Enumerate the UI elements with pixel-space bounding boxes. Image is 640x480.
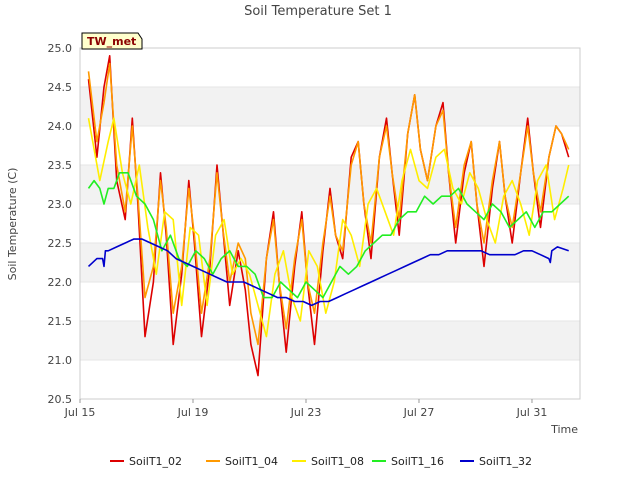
x-tick-label: Jul 31 [516,406,548,419]
plot-frame [79,47,581,400]
y-axis-label: Soil Temperature (C) [6,168,19,281]
series-line-soilt1_02 [87,54,570,377]
station-tag: TW_met [81,32,143,50]
series-line-soilt1_04 [87,62,570,346]
grid-band [80,87,580,126]
legend-label: SoilT1_32 [479,455,532,468]
x-tick-label: Jul 15 [64,406,96,419]
legend-item-soilt1_32: SoilT1_32 [460,455,532,468]
legend-item-soilt1_02: SoilT1_02 [110,455,182,468]
legend-label: SoilT1_04 [225,455,278,468]
y-tick-label: 20.5 [48,393,73,406]
legend: SoilT1_02 SoilT1_04 SoilT1_08 SoilT1_16 Soil… [110,455,532,468]
x-tick-label: Jul 19 [177,406,209,419]
y-tick-label: 23.5 [48,159,73,172]
y-tick-label: 22.5 [48,237,73,250]
legend-item-soilt1_08: SoilT1_08 [292,455,364,468]
grid-bands [80,87,580,360]
x-axis-label: Time [550,423,578,436]
y-tick-label: 24.5 [48,81,73,94]
series-line-soilt1_16 [87,172,570,299]
x-tick-labels: Jul 15 Jul 19 Jul 23 Jul 27 Jul 31 [64,399,548,419]
legend-item-soilt1_16: SoilT1_16 [372,455,444,468]
y-tick-label: 25.0 [48,42,73,55]
y-tick-labels: 20.5 21.0 21.5 22.0 22.5 23.0 23.5 24.0 24.5 25.0 [48,42,73,406]
y-tick-label: 21.0 [48,354,73,367]
grid-band [80,321,580,360]
y-tick-label: 24.0 [48,120,73,133]
legend-label: SoilT1_02 [129,455,182,468]
legend-label: SoilT1_16 [391,455,444,468]
station-tag-box [81,32,143,50]
station-tag-label: TW_met [87,35,136,48]
legend-item-soilt1_04: SoilT1_04 [206,455,278,468]
x-tick-label: Jul 27 [403,406,435,419]
chart-title: Soil Temperature Set 1 [244,4,392,19]
y-tick-label: 23.0 [48,198,73,211]
x-tick-label: Jul 23 [290,406,322,419]
y-tick-label: 22.0 [48,276,73,289]
series-line-soilt1_08 [87,117,570,338]
series-lines [87,54,570,377]
series-line-soilt1_32 [87,238,569,307]
y-tick-label: 21.5 [48,315,73,328]
legend-label: SoilT1_08 [311,455,364,468]
